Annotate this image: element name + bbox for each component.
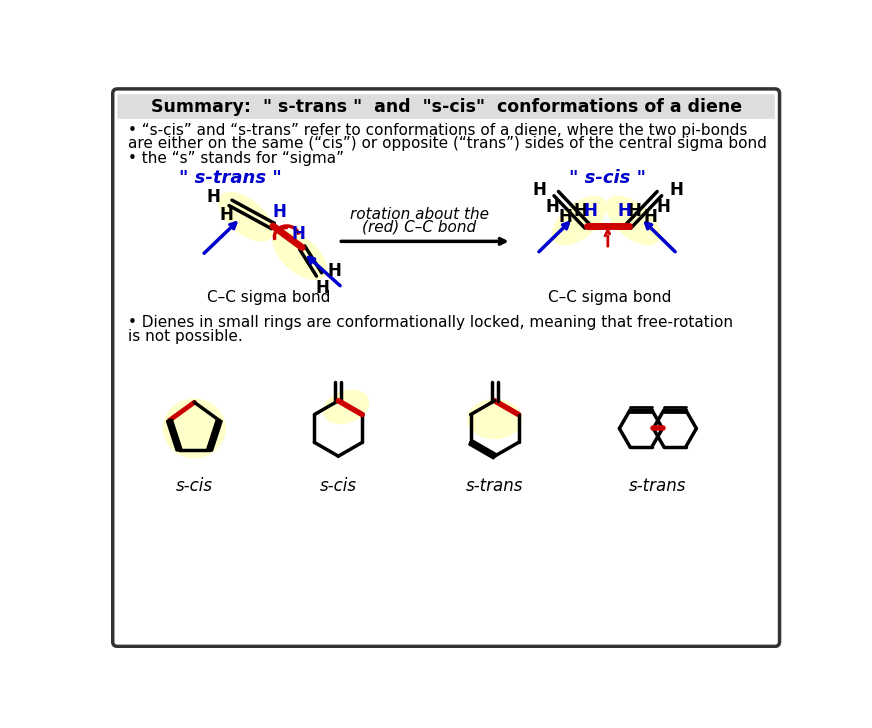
Text: H: H [670,181,684,199]
Text: H: H [316,280,330,297]
Text: " s-trans ": " s-trans " [179,169,282,187]
Text: (red) C–C bond: (red) C–C bond [362,219,476,234]
Text: H: H [584,202,598,220]
Text: s-cis: s-cis [320,478,357,495]
Text: • “s-cis” and “s-trans” refer to conformations of a diene, where the two pi-bond: • “s-cis” and “s-trans” refer to conform… [128,123,747,138]
Text: H: H [291,225,305,242]
Ellipse shape [467,399,522,439]
Ellipse shape [219,192,273,242]
FancyBboxPatch shape [118,95,775,119]
Text: H: H [657,199,671,216]
Ellipse shape [272,230,327,280]
Text: H: H [207,188,221,206]
FancyBboxPatch shape [112,89,780,646]
Text: C–C sigma bond: C–C sigma bond [548,290,671,305]
Text: H: H [220,206,234,224]
Text: H: H [272,203,286,221]
Text: H: H [559,207,572,226]
Text: H: H [628,202,642,220]
Ellipse shape [606,196,661,245]
Text: s-trans: s-trans [466,478,523,495]
Text: H: H [533,181,546,199]
Text: s-cis: s-cis [176,478,213,495]
Ellipse shape [163,398,226,459]
Text: • the “s” stands for “sigma”: • the “s” stands for “sigma” [128,151,344,166]
Text: H: H [644,207,657,226]
Text: s-trans: s-trans [630,478,686,495]
Text: C–C sigma bond: C–C sigma bond [208,290,330,305]
Text: • Dienes in small rings are conformationally locked, meaning that free-rotation: • Dienes in small rings are conformation… [128,315,733,331]
Text: Summary:  " s-trans "  and  "s-cis"  conformations of a diene: Summary: " s-trans " and "s-cis" conform… [152,98,742,116]
Text: H: H [574,202,588,220]
Ellipse shape [552,196,607,245]
Text: are either on the same (“cis”) or opposite (“trans”) sides of the central sigma : are either on the same (“cis”) or opposi… [128,136,767,151]
Text: H: H [328,261,342,280]
Text: " s-cis ": " s-cis " [569,169,646,187]
Text: H: H [546,199,559,216]
Ellipse shape [323,389,369,424]
Text: is not possible.: is not possible. [128,328,243,344]
Text: rotation about the: rotation about the [350,207,488,222]
Text: H: H [618,202,631,220]
